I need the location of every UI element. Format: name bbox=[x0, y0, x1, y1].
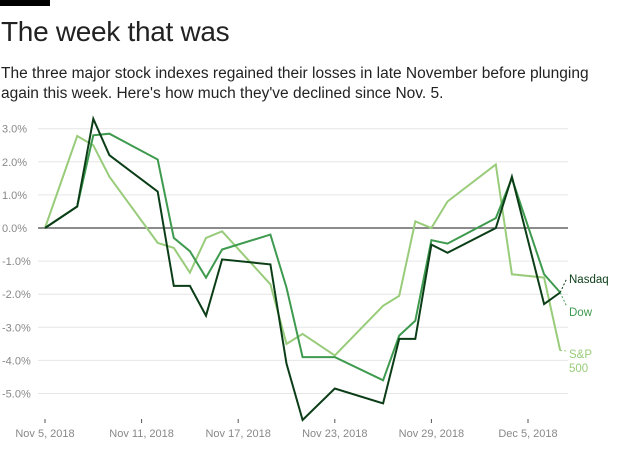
x-tick-label: Dec 5, 2018 bbox=[498, 428, 557, 440]
series-label: Nasdaq bbox=[569, 274, 609, 286]
label-leader bbox=[560, 349, 568, 352]
y-tick-label: -2.0% bbox=[2, 289, 31, 301]
x-tick-label: Nov 11, 2018 bbox=[109, 428, 174, 440]
y-tick-label: 1.0% bbox=[2, 190, 27, 202]
y-tick-label: 2.0% bbox=[2, 157, 27, 169]
series-line-dow bbox=[44, 132, 561, 382]
x-tick-label: Nov 5, 2018 bbox=[15, 428, 74, 440]
series-label: S&P 500 bbox=[569, 349, 592, 375]
series-line-s-p-500 bbox=[44, 134, 562, 357]
y-tick-label: 3.0% bbox=[2, 124, 27, 136]
series-labels: Nasdaq Dow S&P 500 bbox=[559, 274, 609, 375]
x-tick-label: Nov 23, 2018 bbox=[302, 428, 367, 440]
x-axis: Nov 5, 2018 Nov 11, 2018 Nov 17, 2018 Nov 2… bbox=[15, 419, 558, 440]
y-tick-label: -1.0% bbox=[2, 256, 31, 268]
label-leader bbox=[559, 277, 568, 293]
x-tick-label: Nov 29, 2018 bbox=[399, 428, 464, 440]
grid-lines bbox=[38, 128, 568, 394]
y-axis: 3.0% 2.0% 1.0% 0.0% -1.0% -2.0% -3.0% -4.0% -5.0… bbox=[2, 124, 31, 401]
y-tick-label: -3.0% bbox=[2, 322, 31, 334]
y-tick-label: -5.0% bbox=[2, 389, 31, 401]
label-leader bbox=[559, 292, 568, 308]
series-label: Dow bbox=[569, 307, 593, 319]
brand-bar bbox=[0, 0, 50, 6]
series-lines bbox=[44, 115, 562, 422]
y-tick-label: -4.0% bbox=[2, 355, 31, 367]
page-title: The week that was bbox=[1, 16, 230, 47]
series-line-nasdaq bbox=[44, 115, 561, 422]
x-tick-label: Nov 17, 2018 bbox=[205, 428, 270, 440]
page-subtitle: The three major stock indexes regained t… bbox=[1, 65, 589, 102]
y-tick-label: 0.0% bbox=[2, 223, 27, 235]
